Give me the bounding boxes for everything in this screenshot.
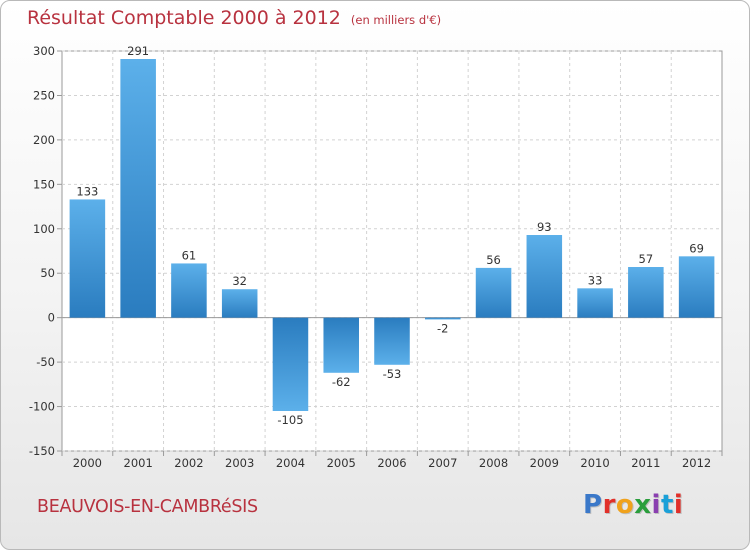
bar [272,317,309,411]
chart-title: Résultat Comptable 2000 à 2012 (en millie… [27,7,441,29]
x-tick-label: 2002 [174,456,203,470]
y-tick-label: 0 [48,311,55,325]
y-tick-label: 50 [40,266,55,280]
chart-subtitle: (en milliers d'€) [350,13,442,27]
plot-area [61,50,723,452]
y-tick-label: 150 [33,177,55,191]
x-tick-label: 2012 [682,456,711,470]
x-tick-label: 2000 [73,456,102,470]
x-tick-label: 2003 [225,456,254,470]
data-label: 57 [639,252,654,266]
x-tick-label: 2006 [377,456,406,470]
data-label: 32 [232,274,247,288]
logo-letter: i [673,490,684,520]
bar [171,263,207,318]
y-tick-label: -50 [36,355,55,369]
data-label: 291 [127,44,149,58]
data-label: 56 [486,253,501,267]
x-tick-label: 2011 [631,456,660,470]
bar [678,256,715,318]
y-tick-label: 300 [33,44,55,58]
x-tick-label: 2008 [479,456,508,470]
y-tick-label: -100 [29,400,55,414]
x-tick-label: 2004 [276,456,305,470]
logo-letter: r [602,490,616,520]
data-label: 33 [588,273,603,287]
x-tick-label: 2007 [428,456,457,470]
data-label: -53 [383,367,402,381]
y-tick-label: 250 [33,88,55,102]
y-tick-label: 200 [33,133,55,147]
data-label: 93 [537,220,552,234]
data-label: 61 [182,248,197,262]
bar [69,199,106,318]
bar [628,267,664,318]
data-label: -105 [277,413,303,427]
bar [475,267,512,318]
x-tick-label: 2005 [327,456,356,470]
x-tick-label: 2010 [580,456,609,470]
bar [323,317,359,373]
data-label: 69 [689,241,704,255]
y-tick-label: 100 [33,222,55,236]
proxiti-logo: Proxiti [583,490,683,520]
bar [120,59,156,318]
y-tick-label: -150 [29,444,55,458]
logo-letter: i [651,490,661,520]
logo-letter: P [583,490,603,520]
data-label: 133 [76,184,98,198]
chart-title-text: Résultat Comptable 2000 à 2012 [27,7,341,29]
bar [577,288,613,318]
bar [221,289,258,318]
x-tick-label: 2009 [530,456,559,470]
bar [374,317,410,365]
data-label: -62 [332,375,351,389]
data-label: -2 [437,321,448,335]
logo-letter: x [634,490,652,520]
logo-letter: t [660,490,674,520]
bar [526,235,563,318]
x-tick-label: 2001 [124,456,153,470]
bar [425,317,461,320]
place-name: BEAUVOIS-EN-CAMBRéSIS [37,497,258,517]
logo-letter: o [615,490,635,520]
